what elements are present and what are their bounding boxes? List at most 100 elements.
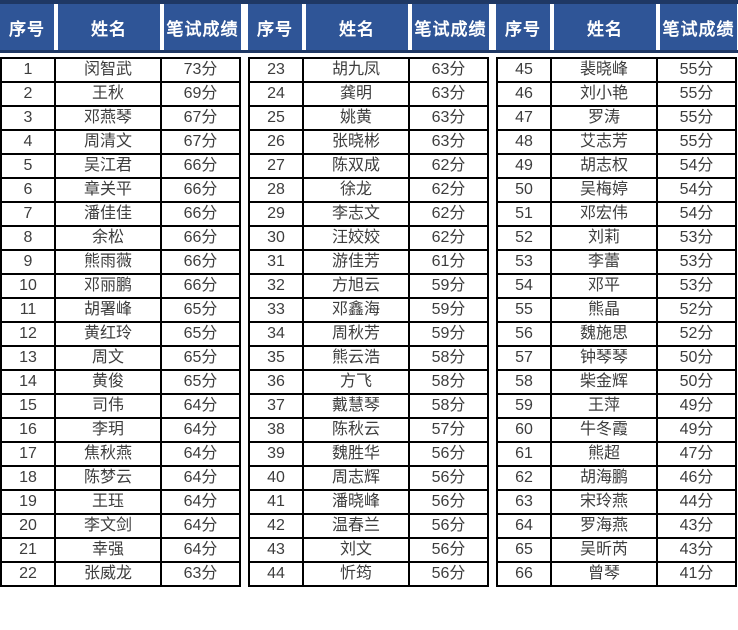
name-cell: 熊云浩 <box>302 345 410 371</box>
group-table-2: 23 胡九凤 63分 24 龚明 63分 25 姚黄 63分 26 张晓彬 63分 27 陈双成 62分 28… <box>248 57 489 587</box>
serial-cell: 26 <box>248 129 304 155</box>
score-cell: 58分 <box>408 345 489 371</box>
name-cell: 姚黄 <box>302 105 410 131</box>
name-cell: 熊雨薇 <box>54 249 162 275</box>
name-cell: 胡署峰 <box>54 297 162 323</box>
name-cell: 邓丽鹏 <box>54 273 162 299</box>
header-group-2: 序号 姓名 笔试成绩 <box>248 4 489 50</box>
score-cell: 58分 <box>408 393 489 419</box>
name-cell: 黄红玲 <box>54 321 162 347</box>
score-cell: 63分 <box>408 129 489 155</box>
name-cell: 李蕾 <box>550 249 658 275</box>
header-group-3: 序号 姓名 笔试成绩 <box>496 4 737 50</box>
score-cell: 59分 <box>408 297 489 323</box>
name-cell: 刘莉 <box>550 225 658 251</box>
table-row: 5 吴江君 66分 <box>0 153 241 179</box>
score-cell: 59分 <box>408 273 489 299</box>
serial-cell: 19 <box>0 489 56 515</box>
table-row: 45 裴晓峰 55分 <box>496 57 737 83</box>
serial-cell: 66 <box>496 561 552 587</box>
table-row: 56 魏施思 52分 <box>496 321 737 347</box>
score-cell: 55分 <box>656 57 737 83</box>
serial-cell: 30 <box>248 225 304 251</box>
table-row: 23 胡九凤 63分 <box>248 57 489 83</box>
table-row: 33 邓鑫海 59分 <box>248 297 489 323</box>
name-cell: 陈双成 <box>302 153 410 179</box>
name-cell: 熊超 <box>550 441 658 467</box>
header-group-1: 序号 姓名 笔试成绩 <box>0 4 241 50</box>
serial-cell: 53 <box>496 249 552 275</box>
table-row: 17 焦秋燕 64分 <box>0 441 241 467</box>
score-cell: 64分 <box>160 465 241 491</box>
name-cell: 方旭云 <box>302 273 410 299</box>
serial-cell: 37 <box>248 393 304 419</box>
name-cell: 宋玲燕 <box>550 489 658 515</box>
name-cell: 王秋 <box>54 81 162 107</box>
score-cell: 66分 <box>160 273 241 299</box>
serial-cell: 42 <box>248 513 304 539</box>
score-cell: 64分 <box>160 513 241 539</box>
score-cell: 64分 <box>160 393 241 419</box>
score-cell: 67分 <box>160 129 241 155</box>
serial-cell: 6 <box>0 177 56 203</box>
table-row: 25 姚黄 63分 <box>248 105 489 131</box>
table-row: 64 罗海燕 43分 <box>496 513 737 539</box>
table-row: 35 熊云浩 58分 <box>248 345 489 371</box>
name-cell: 邓鑫海 <box>302 297 410 323</box>
score-cell: 55分 <box>656 81 737 107</box>
table-row: 49 胡志权 54分 <box>496 153 737 179</box>
name-cell: 李玥 <box>54 417 162 443</box>
table-row: 36 方飞 58分 <box>248 369 489 395</box>
table-row: 10 邓丽鹏 66分 <box>0 273 241 299</box>
serial-cell: 14 <box>0 369 56 395</box>
table-row: 58 柴金辉 50分 <box>496 369 737 395</box>
table-row: 62 胡海鹏 46分 <box>496 465 737 491</box>
table-row: 48 艾志芳 55分 <box>496 129 737 155</box>
name-cell: 胡九凤 <box>302 57 410 83</box>
score-cell: 49分 <box>656 393 737 419</box>
name-cell: 汪姣姣 <box>302 225 410 251</box>
table-row: 65 吴昕芮 43分 <box>496 537 737 563</box>
table-row: 41 潘晓峰 56分 <box>248 489 489 515</box>
name-cell: 周清文 <box>54 129 162 155</box>
serial-cell: 12 <box>0 321 56 347</box>
table-row: 55 熊晶 52分 <box>496 297 737 323</box>
name-cell: 幸强 <box>54 537 162 563</box>
score-cell: 63分 <box>160 561 241 587</box>
serial-cell: 8 <box>0 225 56 251</box>
name-cell: 焦秋燕 <box>54 441 162 467</box>
score-cell: 53分 <box>656 225 737 251</box>
score-cell: 63分 <box>408 57 489 83</box>
table-row: 42 温春兰 56分 <box>248 513 489 539</box>
serial-cell: 51 <box>496 201 552 227</box>
serial-cell: 3 <box>0 105 56 131</box>
table-row: 31 游佳芳 61分 <box>248 249 489 275</box>
name-cell: 罗海燕 <box>550 513 658 539</box>
name-cell: 潘佳佳 <box>54 201 162 227</box>
serial-cell: 55 <box>496 297 552 323</box>
score-cell: 47分 <box>656 441 737 467</box>
serial-cell: 64 <box>496 513 552 539</box>
name-cell: 徐龙 <box>302 177 410 203</box>
header-cell-serial: 序号 <box>496 4 550 50</box>
name-cell: 潘晓峰 <box>302 489 410 515</box>
score-cell: 66分 <box>160 249 241 275</box>
score-cell: 64分 <box>160 537 241 563</box>
serial-cell: 60 <box>496 417 552 443</box>
group-table-1: 1 闵智武 73分 2 王秋 69分 3 邓燕琴 67分 4 周清文 67分 5 吴江君 66分 6 章关平 66… <box>0 57 241 587</box>
score-cell: 53分 <box>656 249 737 275</box>
score-cell: 65分 <box>160 321 241 347</box>
table-row: 63 宋玲燕 44分 <box>496 489 737 515</box>
table-row: 40 周志辉 56分 <box>248 465 489 491</box>
score-cell: 65分 <box>160 297 241 323</box>
score-cell: 49分 <box>656 417 737 443</box>
score-cell: 62分 <box>408 177 489 203</box>
header-cell-serial: 序号 <box>0 4 54 50</box>
score-cell: 43分 <box>656 513 737 539</box>
serial-cell: 24 <box>248 81 304 107</box>
serial-cell: 45 <box>496 57 552 83</box>
score-cell: 56分 <box>408 561 489 587</box>
serial-cell: 35 <box>248 345 304 371</box>
serial-cell: 28 <box>248 177 304 203</box>
